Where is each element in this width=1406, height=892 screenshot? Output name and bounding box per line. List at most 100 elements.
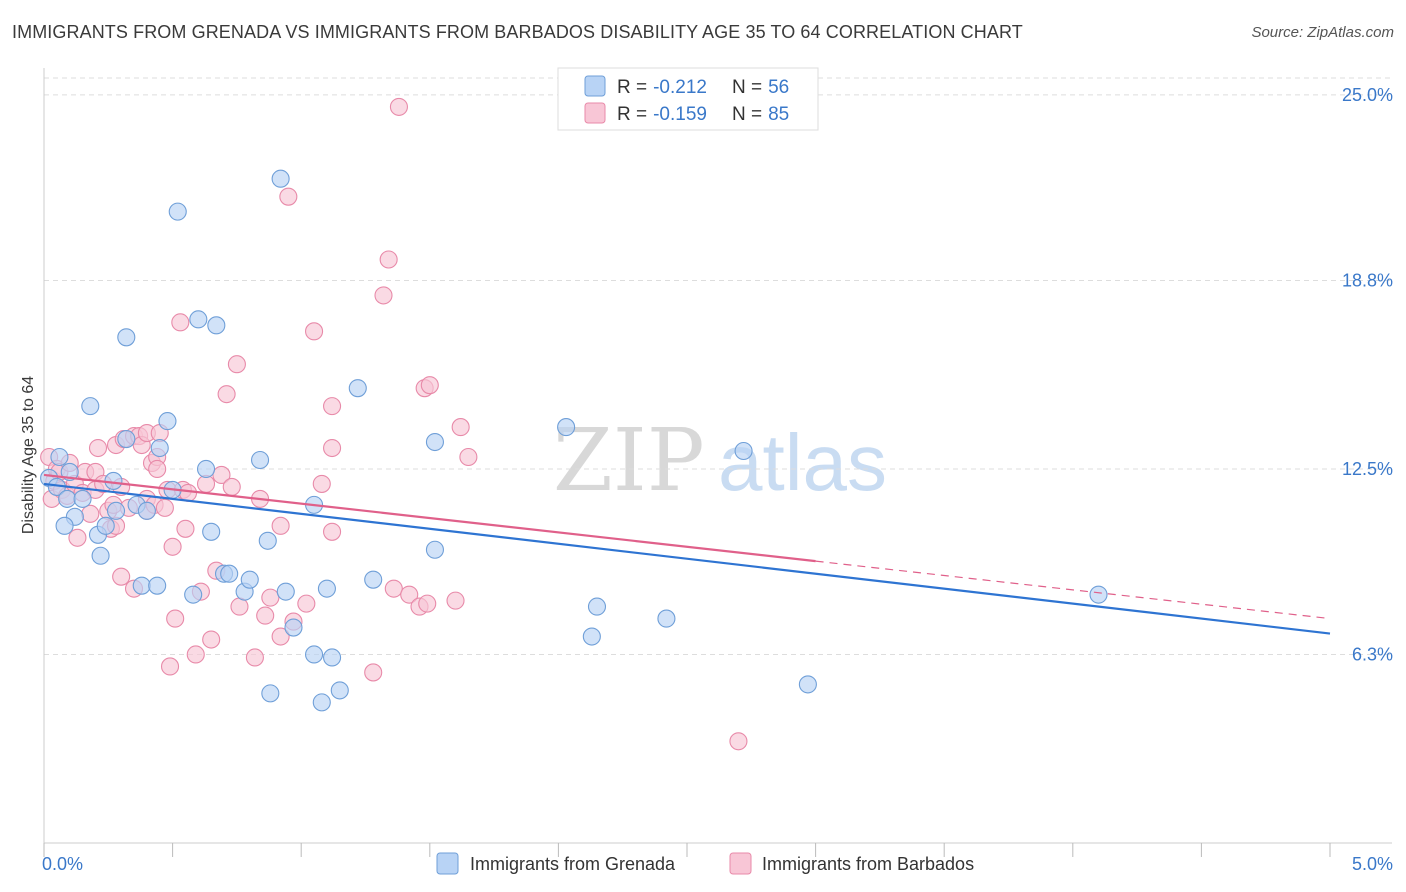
point-grenada-13	[106, 501, 126, 520]
point-barbados-52	[212, 465, 231, 484]
svg-text:R =-0.159: R = -0.159	[617, 104, 707, 125]
legend-label-grenada: Immigrants from Grenada	[470, 854, 676, 874]
point-grenada-17	[132, 576, 151, 595]
y-tick-label-2: 18.8%	[1342, 270, 1393, 290]
stats-legend: R = -0.212 N = 56 R = -0.159 N = 85	[557, 67, 819, 131]
point-barbados-57	[245, 648, 264, 667]
point-barbados-62	[271, 516, 290, 535]
point-barbados-36	[148, 459, 167, 479]
point-barbados-74	[384, 579, 403, 598]
point-barbados-42	[166, 609, 185, 628]
stats-n-label-barbados: N =	[732, 104, 762, 125]
stats-r-value-grenada: -0.212	[653, 77, 707, 98]
x-tick-label-1: 5.0%	[1352, 854, 1393, 874]
stats-r-label-barbados: R =	[617, 104, 647, 125]
stats-swatch-barbados	[584, 102, 606, 124]
point-barbados-15	[88, 438, 108, 458]
point-barbados-55	[227, 355, 246, 374]
point-grenada-45	[348, 379, 367, 398]
point-grenada-2	[50, 447, 69, 467]
point-grenada-25	[189, 310, 208, 329]
point-barbados-82	[451, 418, 470, 437]
point-grenada-49	[557, 418, 576, 437]
point-grenada-48	[425, 432, 444, 452]
point-grenada-18	[137, 501, 156, 520]
x-ticks	[43, 843, 1331, 857]
point-grenada-51	[587, 597, 607, 616]
point-barbados-61	[271, 627, 290, 646]
point-grenada-30	[220, 564, 239, 583]
point-barbados-53	[217, 385, 236, 404]
point-barbados-67	[312, 474, 331, 493]
trend-line-grenada	[43, 482, 1331, 635]
point-grenada-26	[196, 459, 216, 479]
point-grenada-55	[1089, 585, 1108, 604]
point-grenada-41	[312, 693, 331, 712]
point-grenada-53	[734, 441, 753, 461]
point-barbados-46	[178, 483, 198, 502]
point-grenada-3	[58, 489, 77, 508]
point-barbados-47	[186, 645, 205, 664]
point-grenada-50	[582, 627, 601, 646]
y-tick-label-3: 25.0%	[1342, 85, 1393, 105]
point-barbados-71	[364, 663, 383, 682]
watermark-zip: ZIP	[553, 411, 705, 511]
stats-n-value-barbados: 85	[768, 104, 789, 125]
point-barbados-22	[112, 567, 131, 586]
point-grenada-28	[207, 316, 226, 335]
y-tick-label-0: 6.3%	[1352, 644, 1393, 664]
point-grenada-6	[73, 489, 92, 508]
chart-source: Source: ZipAtlas.com	[1251, 24, 1394, 41]
point-barbados-65	[297, 594, 316, 613]
point-grenada-23	[168, 202, 187, 221]
point-barbados-66	[305, 322, 324, 341]
point-grenada-20	[150, 438, 169, 458]
point-barbados-81	[446, 591, 465, 610]
trend-line-barbados-extension	[815, 560, 1331, 620]
point-barbados-63	[279, 187, 298, 206]
point-grenada-21	[158, 412, 177, 431]
point-barbados-59	[256, 606, 275, 625]
point-barbados-45	[176, 519, 195, 538]
stats-n-label-grenada: N =	[732, 77, 762, 98]
point-barbados-80	[420, 376, 439, 395]
point-barbados-38	[155, 498, 174, 517]
point-grenada-24	[184, 585, 203, 604]
watermark-atlas: atlas	[718, 418, 887, 507]
stats-r-label-grenada: R =	[617, 77, 647, 98]
legend-swatch-barbados	[729, 852, 752, 875]
trend-lines	[43, 473, 1331, 635]
point-grenada-47	[425, 540, 444, 559]
y-tick-label-1: 12.5%	[1342, 459, 1393, 479]
trend-line-barbados	[43, 473, 816, 563]
x-tick-labels: 0.0% 5.0%	[42, 854, 1393, 874]
point-barbados-83	[459, 447, 478, 467]
point-barbados-70	[323, 522, 342, 541]
point-barbados-84	[729, 732, 748, 751]
point-barbados-40	[160, 657, 180, 676]
point-grenada-46	[364, 570, 383, 589]
stats-n-value-grenada: 56	[768, 77, 789, 98]
svg-text:N =85: N = 85	[732, 104, 789, 125]
point-grenada-14	[117, 328, 136, 347]
point-barbados-73	[379, 250, 398, 269]
y-axis-title: Disability Age 35 to 64	[20, 376, 37, 534]
point-grenada-4	[60, 462, 79, 482]
point-barbados-69	[323, 397, 342, 416]
point-grenada-40	[305, 645, 324, 664]
point-grenada-35	[261, 684, 280, 703]
point-grenada-27	[202, 522, 221, 541]
point-grenada-8	[81, 397, 100, 416]
point-grenada-11	[96, 516, 115, 535]
stats-r-value-barbados: -0.159	[653, 104, 707, 125]
svg-text:R =-0.212: R = -0.212	[617, 77, 707, 98]
point-barbados-9	[68, 528, 87, 547]
y-tick-labels: 6.3% 12.5% 18.8% 25.0%	[1342, 85, 1393, 665]
point-grenada-10	[91, 546, 110, 565]
point-barbados-50	[202, 630, 221, 649]
point-grenada-19	[148, 576, 167, 595]
point-grenada-43	[323, 648, 342, 667]
point-grenada-7	[55, 516, 74, 535]
legend-label-barbados: Immigrants from Barbados	[762, 854, 974, 874]
